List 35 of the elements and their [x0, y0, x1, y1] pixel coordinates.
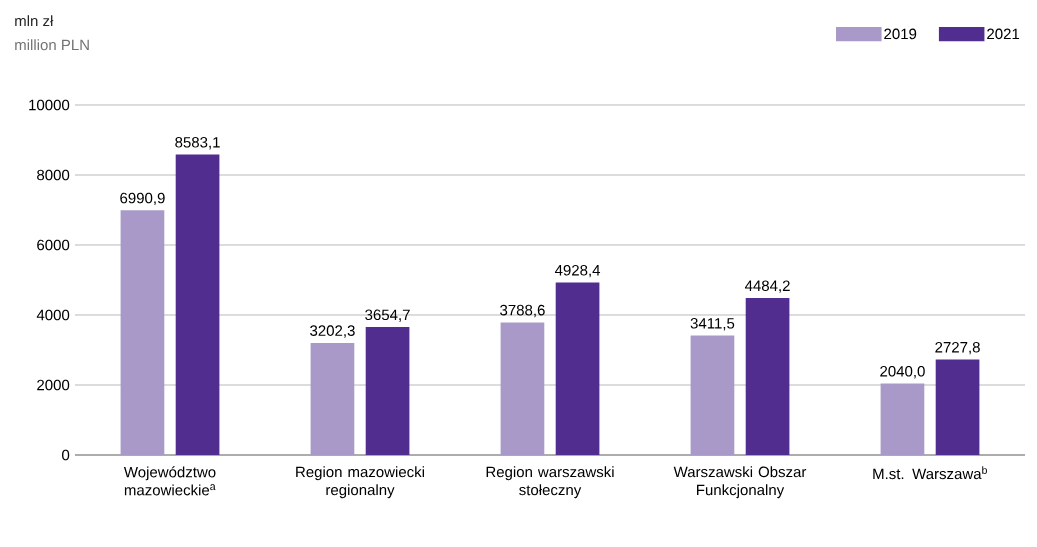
y-tick-label: 0: [62, 449, 70, 461]
text: million PLN: [15, 39, 89, 51]
x-tick-label: Region mazowiecki regionalny: [296, 466, 424, 499]
data-label: 2040,0: [880, 366, 925, 379]
data-label: 8583,1: [175, 137, 220, 150]
y-tick-label: 2000: [37, 379, 70, 391]
bar: [935, 359, 980, 455]
data-label: 4484,2: [744, 280, 790, 293]
data-label: 3788,6: [500, 304, 545, 318]
data-label: 6990,9: [120, 192, 165, 206]
y-tick-label: 8000: [37, 169, 70, 181]
legend-label: 2021: [987, 28, 1020, 40]
bar: [555, 282, 600, 455]
bar: [120, 210, 165, 455]
x-tick-label: Województwo mazowieckie$^{a}$: [123, 466, 216, 496]
bar: [310, 342, 355, 455]
text: mln zł: [15, 15, 54, 27]
data-label: 2727,8: [935, 341, 980, 355]
data-label: 3202,3: [310, 325, 355, 338]
bar: [175, 154, 220, 455]
bar: [690, 335, 735, 455]
y-tick-label: 10000: [29, 99, 70, 111]
bar: [365, 327, 410, 455]
x-tick-label: Region warszawski stołeczny: [486, 466, 614, 499]
bar: [880, 383, 925, 455]
data-label: 3654,7: [365, 309, 410, 322]
y-tick-label: 4000: [36, 309, 70, 321]
y-tick-label: 6000: [37, 239, 70, 251]
x-tick-label: Warszawski Obszar Funkcjonalny: [673, 466, 807, 499]
data-label: 4928,4: [554, 264, 601, 278]
legend-label: 2019: [884, 28, 917, 40]
data-label: 3411,5: [690, 318, 735, 331]
x-tick-label: M.st. Warszawa$^{b}$: [873, 466, 987, 480]
bar: [745, 298, 790, 455]
bar: [500, 322, 545, 455]
